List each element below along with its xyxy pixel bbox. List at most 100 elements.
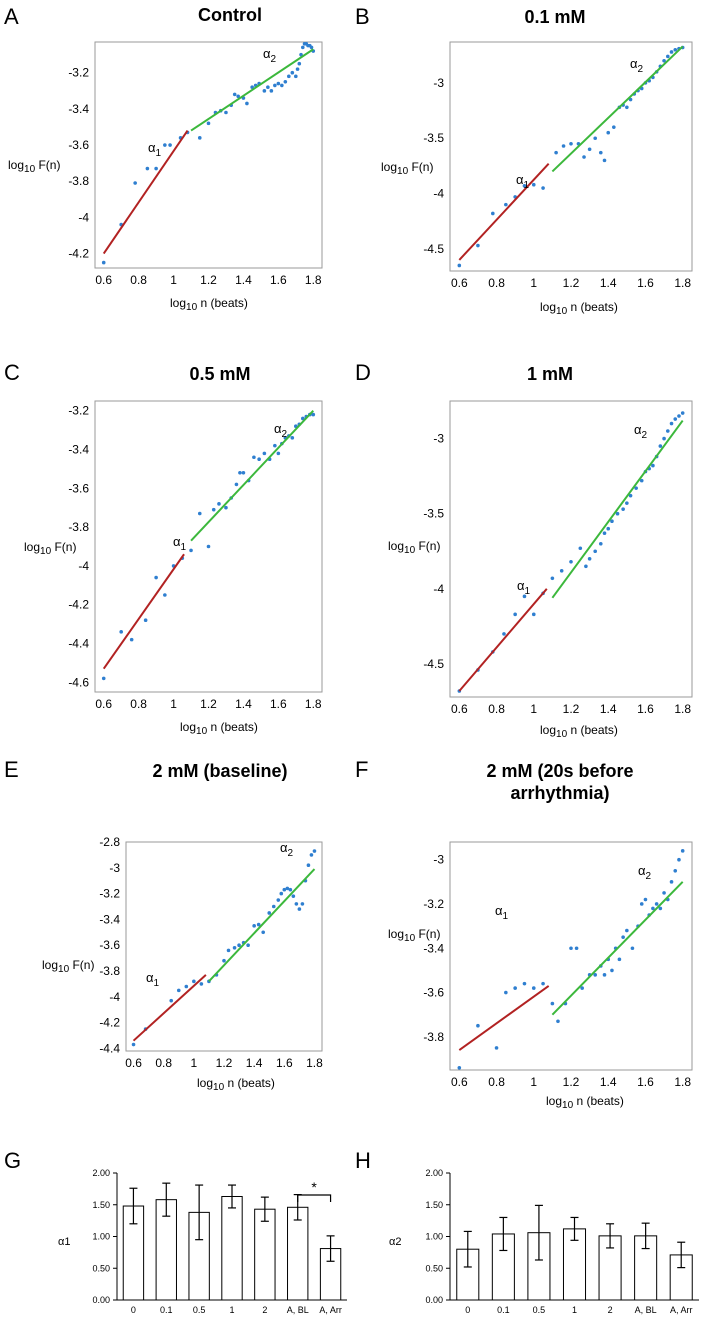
pd-data-point [550,576,555,581]
pf-data-point [569,946,573,951]
pb-data-point [587,147,592,152]
pa-data-point [269,89,274,93]
pb-data-point [593,136,597,141]
pe-data-point [232,945,237,950]
pa-ytick-label: -3.8 [68,174,89,188]
pf-xtick-label: 1.2 [563,1075,580,1089]
pc-data-point [238,470,242,475]
panel-letter-g: G [4,1148,22,1173]
pe-ytick-label: -4 [109,990,120,1004]
pg-significance-star: * [311,1179,317,1195]
pe-ytick-label: -3.8 [99,964,120,978]
pb-xtick-label: 1.2 [563,276,580,290]
pe-ytick-label: -3 [109,861,120,875]
pa-data-point [145,166,150,171]
pc-xtick-label: 0.8 [130,697,147,711]
pa-ytick-label: -4 [78,210,89,224]
pb-alpha1-fit-line [458,163,550,261]
pf-data-point [602,973,607,977]
pf-data-point [630,946,635,951]
pg-category-label: 2 [262,1305,267,1315]
pe-data-point [288,887,293,892]
pb-xtick-label: 0.8 [488,276,505,290]
pg-ytick-label: 2.00 [92,1168,110,1178]
pd-data-point [610,519,614,524]
pd-data-point [587,556,592,561]
pc-data-point [101,676,106,681]
ylabel-c: log10 F(n) [24,540,77,557]
pe-data-point [285,886,290,891]
pd-data-point [621,507,625,511]
pf-data-point [593,973,597,977]
pc-ytick-label: -3.2 [68,404,89,418]
pb-data-point [612,125,616,129]
pf-data-point [662,891,666,895]
pd-alpha1-fit-line [458,588,548,692]
pc-plot-frame [94,400,323,693]
pc-data-point [234,482,239,487]
ph-category-label: 0.1 [497,1305,510,1315]
pb-data-point [625,105,629,110]
pd-data-point [651,463,655,468]
pa-ytick-label: -3.4 [68,102,89,116]
pf-data-point [654,902,659,906]
pa-xtick-label: 0.8 [130,273,147,287]
pa-data-point [295,67,300,71]
pe-alpha1-fit-line [132,974,207,1042]
pg-ytick-label: 0.50 [92,1263,110,1273]
pc-data-point [262,451,267,456]
panel-letter-h: H [355,1148,371,1173]
xlabel-d: log10 n (beats) [540,723,618,740]
pb-data-point [561,144,566,148]
pb-ytick-label: -4.5 [423,242,444,256]
pf-data-point [457,1065,462,1070]
pf-alpha2-fit-line [551,881,684,1016]
pa-data-point [245,101,249,106]
ylabel-a: log10 F(n) [8,158,61,175]
pf-ytick-label: -3.6 [423,986,444,1000]
pg-significance-bracket [297,1194,332,1202]
pd-xtick-label: 1.8 [674,702,691,716]
pe-data-point [256,922,261,927]
pd-data-point [593,549,597,554]
xlabel-f: log10 n (beats) [546,1094,624,1111]
xlabel-e: log10 n (beats) [197,1076,275,1093]
pd-plot-frame [449,400,693,698]
pe-data-point [192,979,196,984]
pd-data-point [673,417,678,421]
pg-ytick-label: 0.00 [92,1295,110,1305]
pc-data-point [241,470,246,475]
pa-xtick-label: 1.6 [270,273,287,287]
pa-data-point [276,81,281,86]
pa-xtick-label: 1.2 [200,273,217,287]
pd-xtick-label: 1.2 [563,702,580,716]
pe-alpha2-fit-line [208,868,316,983]
panel-letter-e: E [4,757,19,782]
pa-alpha2-fit-line [190,48,314,132]
pe-ytick-label: -4.4 [99,1041,120,1055]
pf-data-point [643,897,648,902]
pf-data-point [639,902,644,906]
pf-data-point [580,986,584,990]
pe-ytick-label: -3.4 [99,912,120,926]
ph-ytick-label: 1.00 [425,1232,443,1242]
pf-data-point [541,981,545,986]
pd-xtick-label: 0.8 [488,702,505,716]
pc-data-point [224,505,228,510]
pa-data-point [262,89,267,93]
pc-xtick-label: 1.2 [200,697,217,711]
pa-data-point [224,110,228,115]
pf-alpha1-label: α1 [495,903,509,922]
pc-xtick-label: 1 [170,697,177,711]
ph-ytick-label: 0.00 [425,1295,443,1305]
pb-data-point [569,141,573,146]
pc-data-point [206,544,211,549]
pc-xtick-label: 0.6 [95,697,112,711]
panel-title-b: 0.1 mM [524,7,586,27]
pe-data-point [176,988,181,993]
pe-data-point [169,998,174,1003]
pd-xtick-label: 0.6 [451,702,468,716]
pd-data-point [578,546,583,551]
pb-data-point [457,263,462,268]
